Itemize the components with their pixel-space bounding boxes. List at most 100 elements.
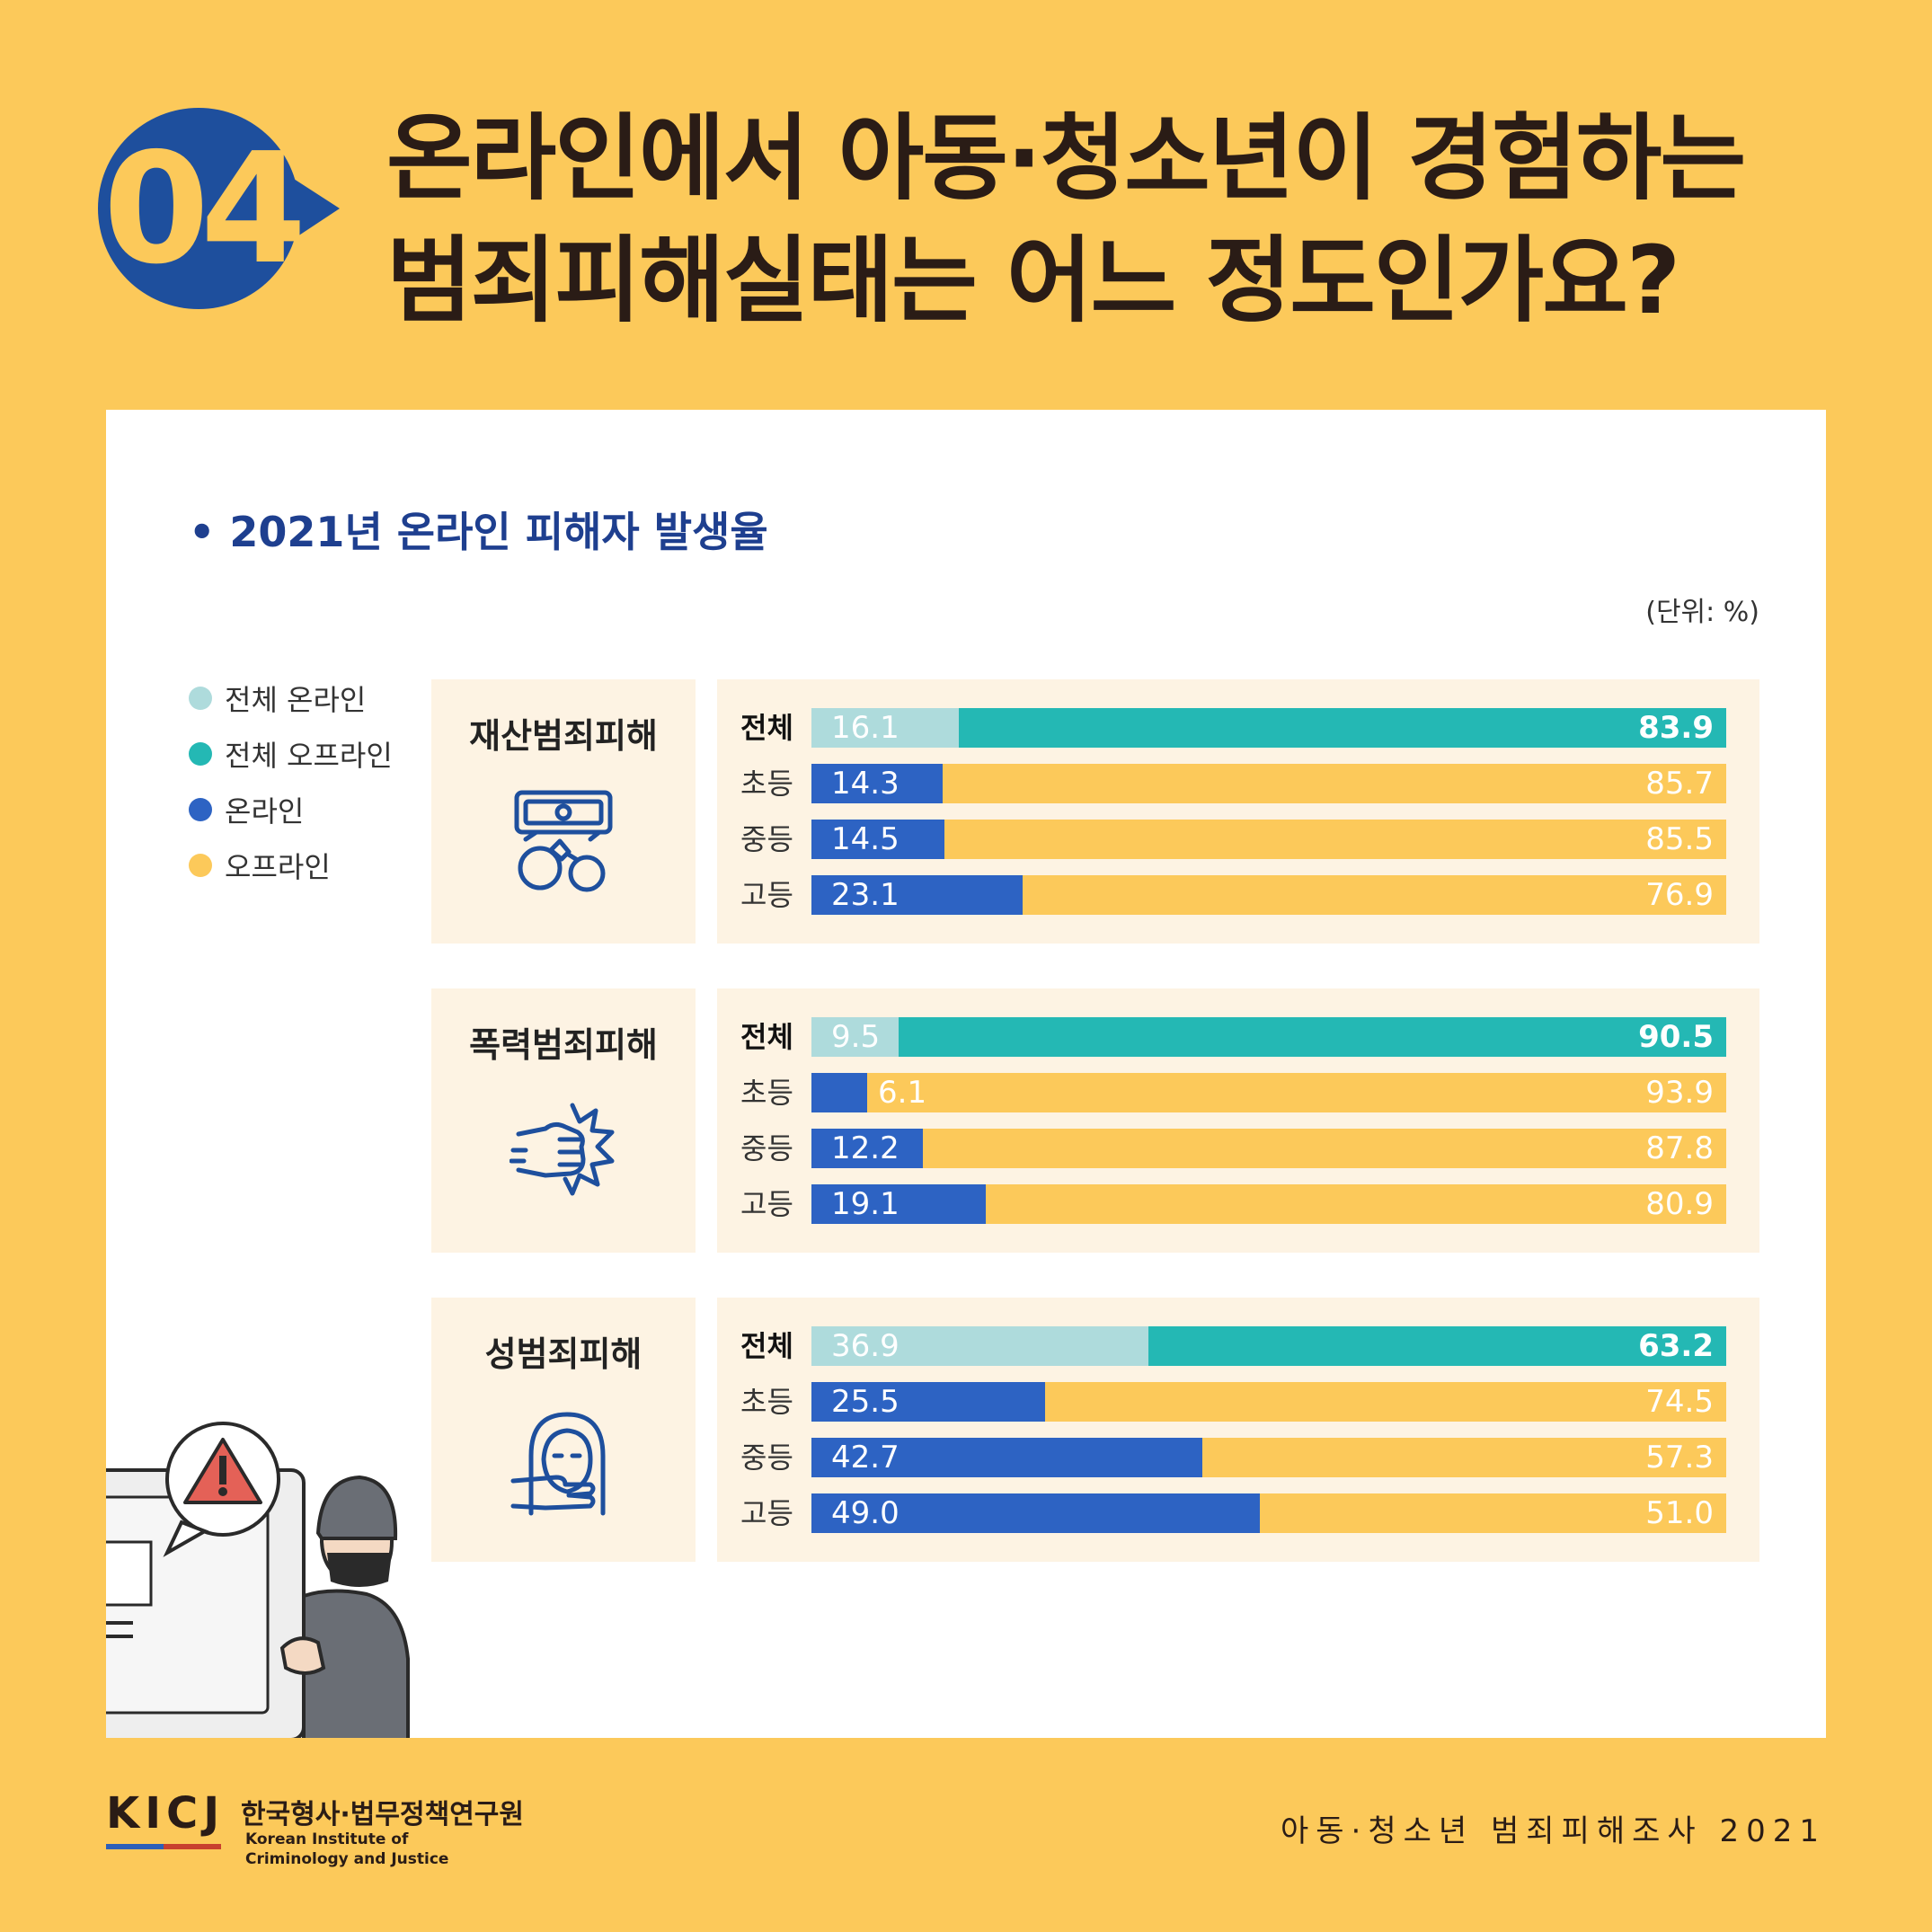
bar-track: 19.1 80.9 [811, 1184, 1726, 1224]
value-label-offline: 51.0 [1645, 1495, 1714, 1531]
bar-online: 16.1 [811, 708, 959, 748]
bar-offline: 74.5 [1045, 1382, 1726, 1422]
footer-logo: KICJ 한국형사·법무정책연구원 Korean Institute of Cr… [106, 1788, 524, 1868]
row-label: 중등 [740, 1131, 793, 1165]
row-label: 고등 [740, 878, 793, 912]
bar-track: 49.0 51.0 [811, 1493, 1726, 1533]
bar-online: 36.9 [811, 1326, 1148, 1366]
row-label: 고등 [740, 1496, 793, 1530]
bar-track: 25.5 74.5 [811, 1382, 1726, 1422]
chart-title: • 2021년 온라인 피해자 발생율 [189, 508, 768, 556]
row-label: 전체 [740, 711, 793, 745]
value-label-offline: 80.9 [1645, 1186, 1714, 1222]
chart-panel: • 2021년 온라인 피해자 발생율 (단위: %) 전체 온라인 전체 오프… [106, 410, 1826, 1738]
bar-online: 19.1 [811, 1184, 986, 1224]
legend-label: 전체 오프라인 [225, 739, 393, 773]
hacker-illustration [106, 1422, 410, 1738]
value-label-online: 42.7 [831, 1440, 900, 1476]
value-label-offline: 85.5 [1645, 821, 1714, 857]
legend-dot [189, 854, 212, 877]
fist-punch-icon [510, 1103, 615, 1196]
legend-label: 온라인 [225, 794, 305, 829]
bar-track: 14.5 85.5 [811, 820, 1726, 859]
legend-item-total-offline: 전체 오프라인 [189, 726, 393, 782]
row-label: 전체 [740, 1329, 793, 1363]
bar-offline: 57.3 [1202, 1438, 1726, 1477]
group-label-sexual-crime: 성범죄피해 [431, 1298, 696, 1562]
row-label: 초등 [740, 1385, 793, 1419]
bar-offline: 51.0 [1260, 1493, 1726, 1533]
row-label: 고등 [740, 1187, 793, 1221]
bar-offline: 85.5 [944, 820, 1726, 859]
bar-online: 23.1 [811, 875, 1023, 915]
bar-online: 49.0 [811, 1493, 1260, 1533]
bar-online [811, 1073, 867, 1112]
bar-track: 16.1 83.9 [811, 708, 1726, 748]
page-title: 온라인에서 아동·청소년이 경험하는 범죄피해실태는 어느 정도인가요? [386, 97, 1860, 341]
group-bars-violent-crime: 전체 9.5 90.5 초등 6.1 93.9 중등 12.2 87.8 고등 19.1 80.9 [717, 988, 1759, 1253]
group-name: 폭력범죄피해 [469, 1025, 658, 1065]
bar-offline: 85.7 [943, 764, 1726, 803]
legend: 전체 온라인 전체 오프라인 온라인 오프라인 [189, 670, 393, 893]
money-handcuffs-icon [514, 790, 613, 892]
legend-label: 전체 온라인 [225, 683, 367, 717]
group-label-violent-crime: 폭력범죄피해 [431, 988, 696, 1253]
value-label-offline: 76.9 [1645, 877, 1714, 913]
row-label: 초등 [740, 1076, 793, 1110]
bar-online: 12.2 [811, 1129, 923, 1168]
bar-offline: 76.9 [1023, 875, 1726, 915]
value-label-offline: 87.8 [1645, 1130, 1714, 1166]
covered-mouth-icon [510, 1412, 606, 1516]
bar-online: 14.3 [811, 764, 943, 803]
title-line-1: 온라인에서 아동·청소년이 경험하는 [386, 103, 1746, 213]
org-name-english-line-2: Criminology and Justice [245, 1850, 449, 1868]
value-label-online: 14.5 [831, 821, 900, 857]
unit-label: (단위: %) [1645, 597, 1759, 628]
value-label-online: 25.5 [831, 1384, 900, 1420]
value-label-offline: 74.5 [1645, 1384, 1714, 1420]
bar-offline: 6.1 93.9 [867, 1073, 1726, 1112]
legend-dot [189, 742, 212, 766]
row-label: 중등 [740, 822, 793, 856]
bar-online: 25.5 [811, 1382, 1045, 1422]
group-name: 재산범죄피해 [469, 716, 658, 756]
value-label-online: 16.1 [831, 710, 900, 746]
bar-track: 23.1 76.9 [811, 875, 1726, 915]
value-label-offline: 85.7 [1645, 766, 1714, 802]
bar-offline: 63.2 [1148, 1326, 1726, 1366]
logo-underline [106, 1844, 221, 1849]
bar-offline: 83.9 [959, 708, 1726, 748]
value-label-offline: 83.9 [1638, 710, 1714, 746]
bar-track: 14.3 85.7 [811, 764, 1726, 803]
row-label: 전체 [740, 1020, 793, 1054]
bar-offline: 80.9 [986, 1184, 1726, 1224]
legend-item-total-online: 전체 온라인 [189, 670, 393, 726]
value-label-offline: 63.2 [1638, 1328, 1714, 1364]
legend-item-offline: 오프라인 [189, 837, 393, 893]
legend-item-online: 온라인 [189, 782, 393, 837]
badge-number: 04 [102, 120, 307, 298]
bar-online: 14.5 [811, 820, 944, 859]
legend-dot [189, 798, 212, 821]
value-label-online: 6.1 [878, 1075, 927, 1111]
group-name: 성범죄피해 [484, 1334, 643, 1374]
source-label: 아동·청소년 범죄피해조사 2021 [1280, 1813, 1826, 1849]
legend-dot [189, 687, 212, 710]
bar-track: 6.1 93.9 [811, 1073, 1726, 1112]
value-label-online: 9.5 [831, 1019, 881, 1055]
bar-offline: 87.8 [923, 1129, 1726, 1168]
value-label-online: 23.1 [831, 877, 900, 913]
group-label-property-crime: 재산범죄피해 [431, 679, 696, 944]
bar-track: 36.9 63.2 [811, 1326, 1726, 1366]
group-bars-property-crime: 전체 16.1 83.9 초등 14.3 85.7 중등 14.5 85.5 고등 23.1 76.9 [717, 679, 1759, 944]
bar-online: 9.5 [811, 1017, 899, 1057]
value-label-offline: 93.9 [1645, 1075, 1714, 1111]
value-label-offline: 90.5 [1638, 1019, 1714, 1055]
group-bars-sexual-crime: 전체 36.9 63.2 초등 25.5 74.5 중등 42.7 57.3 고등 49.0 51.0 [717, 1298, 1759, 1562]
bar-offline: 90.5 [899, 1017, 1726, 1057]
value-label-online: 49.0 [831, 1495, 900, 1531]
row-label: 중등 [740, 1440, 793, 1475]
bar-track: 42.7 57.3 [811, 1438, 1726, 1477]
title-line-2: 범죄피해실태는 어느 정도인가요? [386, 226, 1680, 335]
bar-track: 12.2 87.8 [811, 1129, 1726, 1168]
